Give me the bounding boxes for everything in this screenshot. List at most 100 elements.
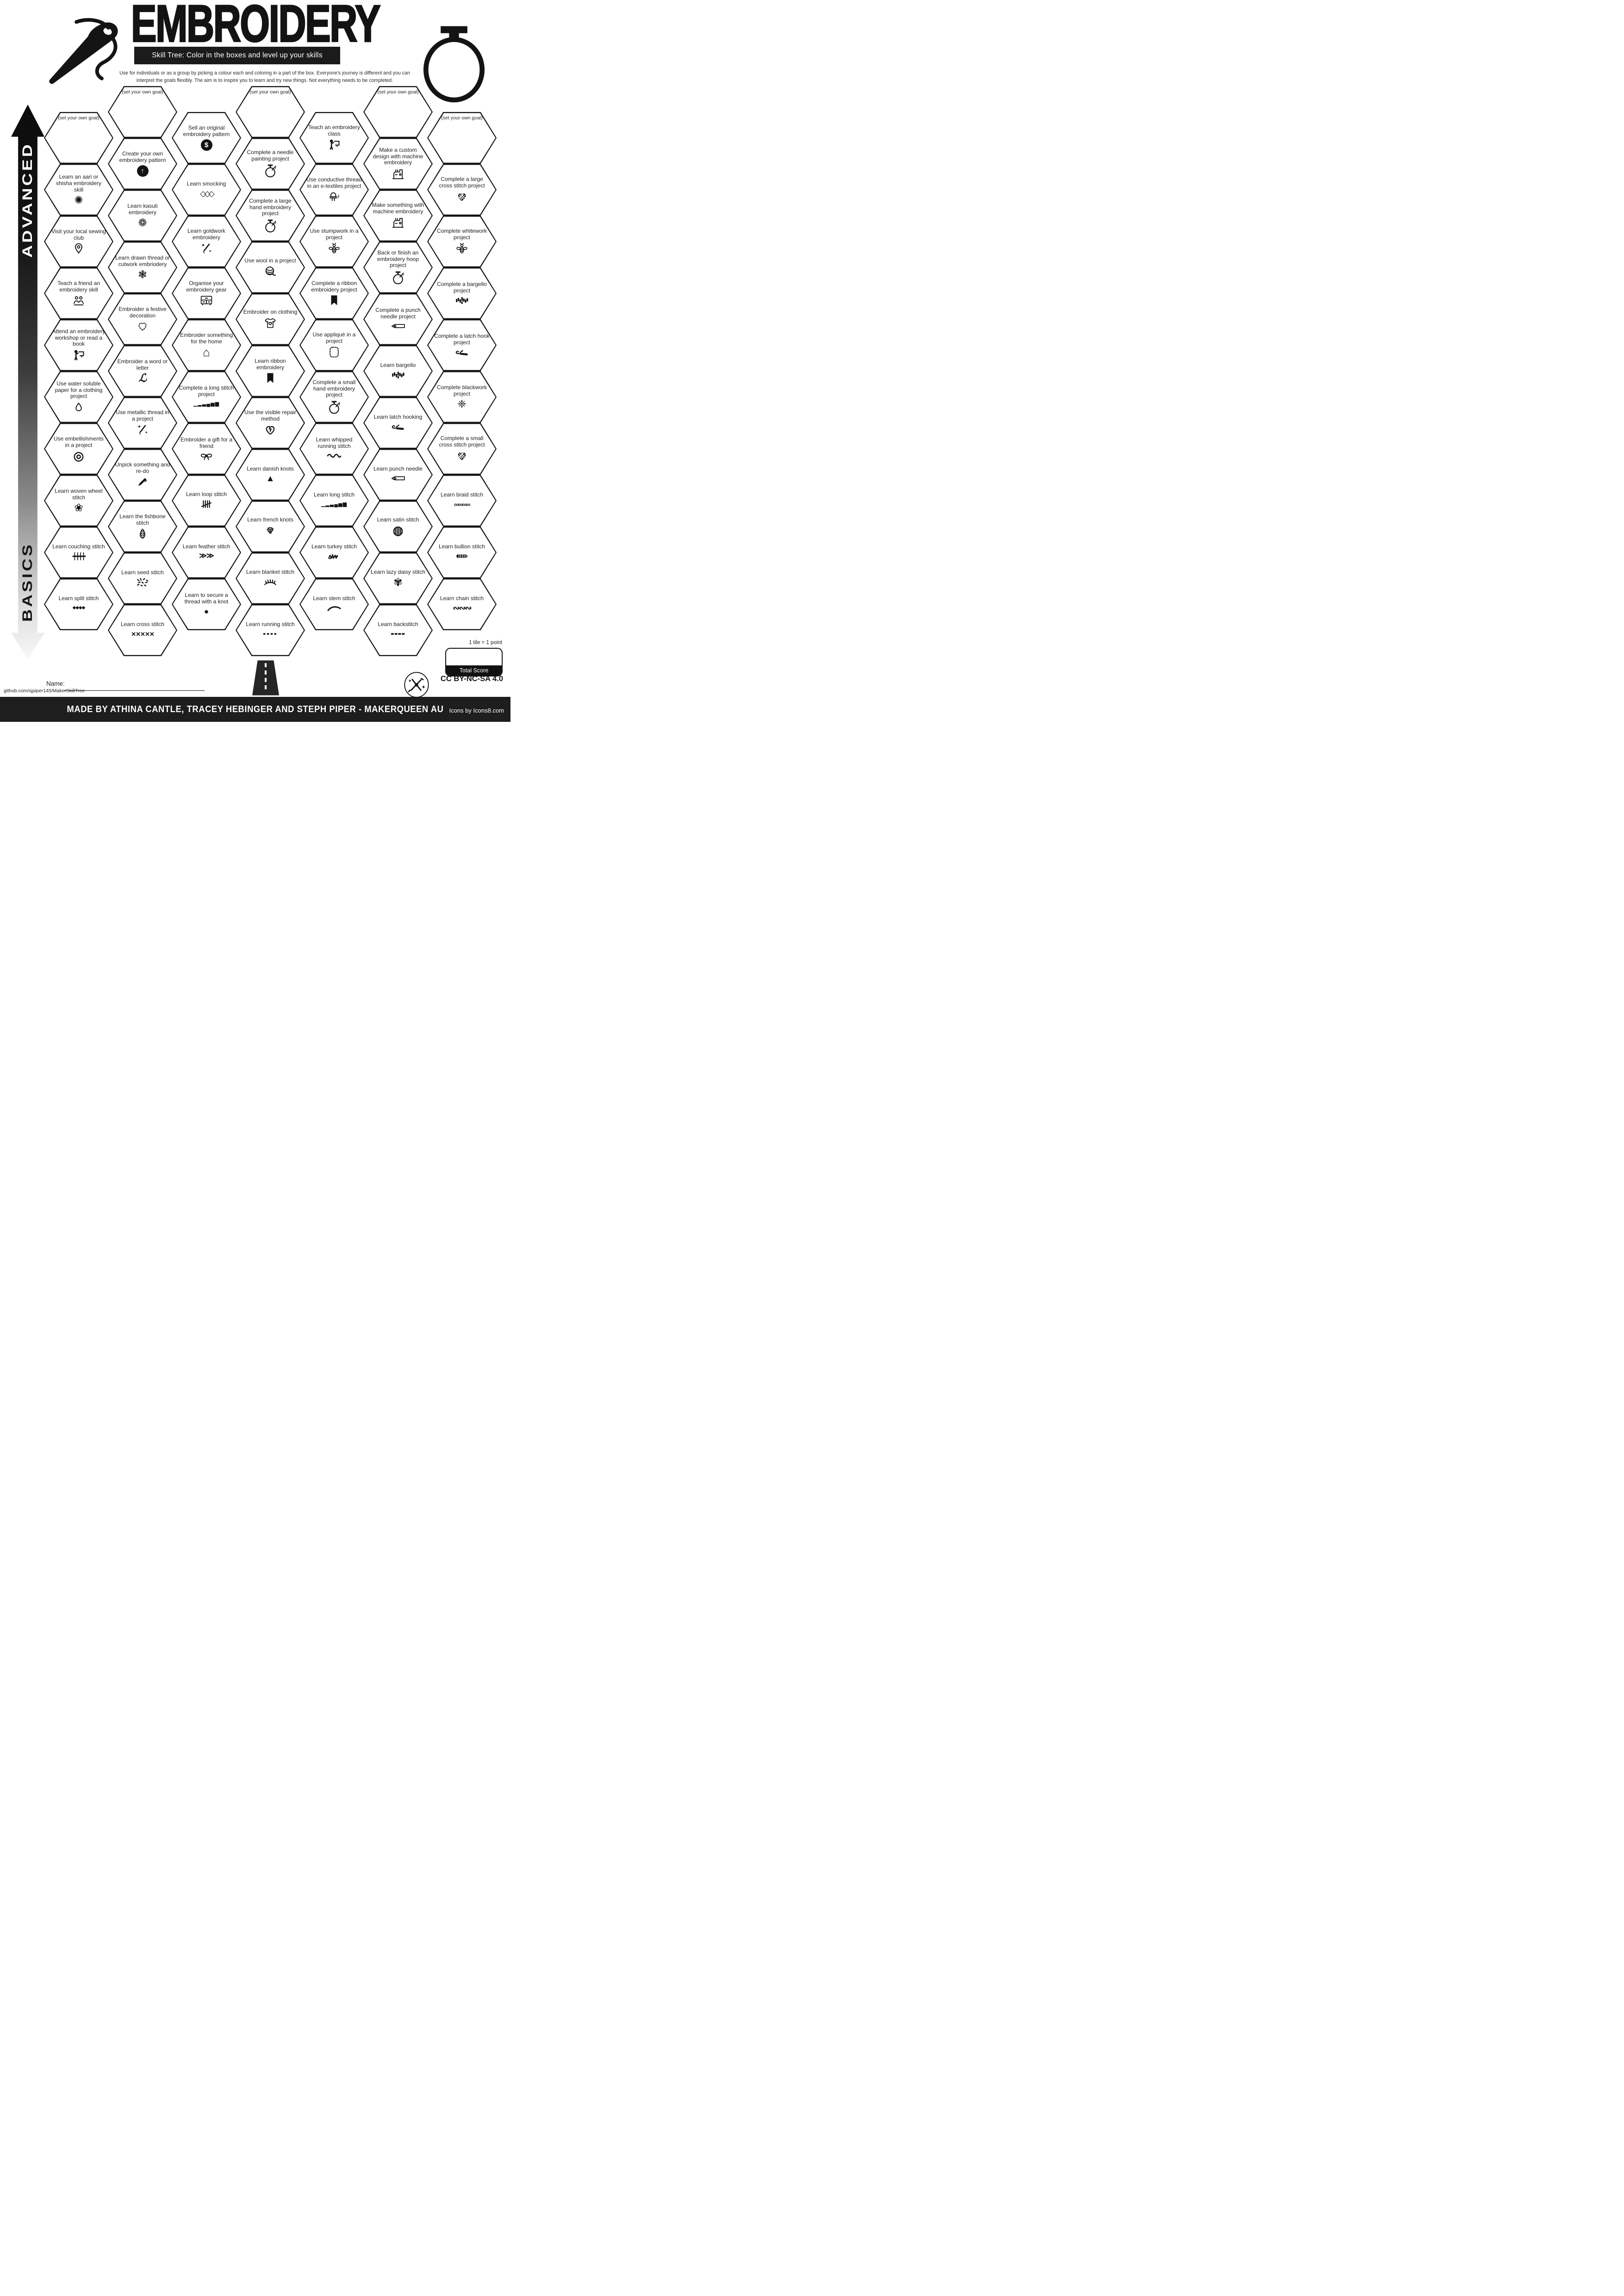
github-link[interactable]: github.com/sjpiper145/MakerSkillTree: [4, 688, 85, 694]
hex-fill: [236, 502, 304, 552]
name-input[interactable]: [64, 681, 205, 691]
hex-label: Learn turkey stitch: [311, 543, 357, 550]
hex-attend-an-embroidery-workshop-or-read-a-book[interactable]: Attend an embroidery workshop or read a …: [44, 319, 113, 371]
hex-learn-lazy-daisy-stitch[interactable]: Learn lazy daisy stitch ✾: [363, 552, 433, 604]
hex-back-or-finish-an-embroidery-hoop-project[interactable]: Back or finish an embroidery hoop projec…: [363, 242, 433, 293]
hex-teach-an-embroidery-class[interactable]: Teach an embroidery class: [299, 112, 369, 164]
hex-complete-a-large-hand-embroidery-project[interactable]: Complete a large hand embroidery project: [236, 190, 305, 242]
hex-learn-kasuti-embroidery[interactable]: Learn kasuti embroidery ❁: [108, 190, 177, 242]
hex-complete-a-small-cross-stitch-project[interactable]: Complete a small cross stitch project: [427, 423, 497, 475]
hex-fill: [236, 450, 304, 500]
hex-use-metallic-thread-in-a-project[interactable]: Use metallic thread in a project: [108, 397, 177, 449]
total-score-box[interactable]: Total Score: [445, 648, 503, 676]
hex-create-your-own-embroidery-pattern[interactable]: Create your own embroidery pattern ↑: [108, 138, 177, 190]
hex-set-your-own-goal[interactable]: (set your own goal): [108, 86, 177, 138]
hex-learn-an-aari-or-shisha-embroidery-skill[interactable]: Learn an aari or shisha embroidery skill…: [44, 164, 113, 216]
hex-learn-drawn-thread-or-cutwork-embriodery[interactable]: Learn drawn thread or cutwork embriodery…: [108, 242, 177, 293]
hex-content: Use water soluble paper for a clothing p…: [44, 371, 113, 423]
hex-learn-bullion-stitch[interactable]: Learn bullion stitch: [427, 527, 497, 578]
hex-learn-turkey-stitch[interactable]: Learn turkey stitch: [299, 527, 369, 578]
hex-complete-a-needle-painting-project[interactable]: Complete a needle painting project: [236, 138, 305, 190]
hex-learn-to-secure-a-thread-with-a-knot[interactable]: Learn to secure a thread with a knot ●: [172, 578, 241, 630]
hex-content: Use conductive thread in an e-textiles p…: [299, 164, 369, 216]
hex-complete-a-small-hand-embroidery-project[interactable]: Complete a small hand embroidery project: [299, 371, 369, 423]
hex-use-embellishments-in-a-project[interactable]: Use embellishments in a project ◎: [44, 423, 113, 475]
hex-fill: [109, 398, 176, 448]
hex-fill: [236, 553, 304, 603]
hex-embroider-a-gift-for-a-friend[interactable]: Embroider a gift for a friend: [172, 423, 241, 475]
hex-learn-bargello[interactable]: Learn bargello: [363, 345, 433, 397]
hex-embroider-something-for-the-home[interactable]: Embroider something for the home ⌂: [172, 319, 241, 371]
hex-learn-backstitch[interactable]: Learn backstitch: [363, 604, 433, 656]
hex-learn-loop-stitch[interactable]: Learn loop stitch: [172, 475, 241, 527]
hex-content: Learn latch hooking: [363, 397, 433, 449]
hex-complete-a-punch-needle-project[interactable]: Complete a punch needle project: [363, 293, 433, 345]
hex-content: Use wool in a project: [236, 242, 305, 293]
chain-loops-icon: ∾∾∾: [453, 603, 472, 613]
name-label: Name:: [46, 680, 65, 687]
hex-learn-couching-stitch[interactable]: Learn couching stitch ┿┿┿┿: [44, 527, 113, 578]
heart-cross-stitch-icon: [455, 449, 468, 462]
hex-complete-a-ribbon-embroidery-project[interactable]: Complete a ribbon embroidery project: [299, 267, 369, 319]
hex-content: Learn drawn thread or cutwork embriodery…: [108, 242, 177, 293]
icons8-credit[interactable]: Icons by Icons8.com: [449, 707, 504, 714]
hex-set-your-own-goal[interactable]: (set your own goal): [236, 86, 305, 138]
hex-learn-running-stitch[interactable]: Learn running stitch: [236, 604, 305, 656]
hex-set-your-own-goal[interactable]: (set your own goal): [363, 86, 433, 138]
hex-learn-satin-stitch[interactable]: Learn satin stitch ◍: [363, 501, 433, 552]
hex-learn-stem-stitch[interactable]: Learn stem stitch: [299, 578, 369, 630]
hex-label: Use wool in a project: [244, 257, 296, 264]
hex-unpick-something-and-re-do[interactable]: Unpick something and re-do: [108, 449, 177, 501]
hex-teach-a-friend-an-embroidery-skill[interactable]: Teach a friend an embroidery skill: [44, 267, 113, 319]
hex-learn-whipped-running-stitch[interactable]: Learn whipped running stitch: [299, 423, 369, 475]
hex-use-wool-in-a-project[interactable]: Use wool in a project: [236, 242, 305, 293]
hex-label: Embroider a word or letter: [117, 358, 168, 371]
sewing-machine-icon: [391, 216, 405, 229]
hex-learn-smocking[interactable]: Learn smocking ◇◇◇: [172, 164, 241, 216]
hex-learn-woven-wheel-stitch[interactable]: Learn woven wheel stitch ❀: [44, 475, 113, 527]
hex-learn-goldwork-embroidery[interactable]: Learn goldwork embroidery: [172, 216, 241, 267]
hex-complete-a-latch-hook-project[interactable]: Complete a latch hook project: [427, 319, 497, 371]
hex-fill: [173, 268, 240, 318]
hex-make-something-with-machine-embroidery[interactable]: Make something with machine embroidery: [363, 190, 433, 242]
hex-visit-your-local-sewing-club[interactable]: Visit your local sewing club: [44, 216, 113, 267]
hex-complete-blackwork-project[interactable]: Complete blackwork project ❈: [427, 371, 497, 423]
hex-complete-a-long-stitch-project[interactable]: Complete a long stitch project ▁▂▃▄▅▆: [172, 371, 241, 423]
hex-set-your-own-goal[interactable]: (set your own goal): [44, 112, 113, 164]
hex-learn-danish-knots[interactable]: Learn danish knots ▲: [236, 449, 305, 501]
hex-complete-a-bargello-project[interactable]: Complete a bargello project: [427, 267, 497, 319]
hex-learn-french-knots[interactable]: Learn french knots: [236, 501, 305, 552]
hex-learn-feather-stitch[interactable]: Learn feather stitch ≫≫: [172, 527, 241, 578]
hex-label: Back or finish an embroidery hoop projec…: [377, 249, 419, 269]
hex-complete-a-large-cross-stitch-project[interactable]: Complete a large cross stitch project: [427, 164, 497, 216]
hex-sell-an-original-embroidery-pattern[interactable]: Sell an original embroidery pattern $: [172, 112, 241, 164]
hex-use-appliqu-in-a-project[interactable]: Use appliqué in a project: [299, 319, 369, 371]
hex-learn-blanket-stitch[interactable]: Learn blanket stitch: [236, 552, 305, 604]
hex-make-a-custom-design-with-machine-embroidery[interactable]: Make a custom design with machine embroi…: [363, 138, 433, 190]
hex-use-stumpwork-in-a-project[interactable]: Use stumpwork in a project: [299, 216, 369, 267]
hex-fill: [45, 424, 112, 474]
hex-learn-long-stitch[interactable]: Learn long stitch ▁▂▃▄▅▆: [299, 475, 369, 527]
hex-use-the-visible-repair-method[interactable]: Use the visible repair method: [236, 397, 305, 449]
hex-set-your-own-goal[interactable]: (set your own goal): [427, 112, 497, 164]
hex-use-water-soluble-paper-for-a-clothing-project[interactable]: Use water soluble paper for a clothing p…: [44, 371, 113, 423]
hex-learn-cross-stitch[interactable]: Learn cross stitch ✕✕✕✕✕: [108, 604, 177, 656]
hex-complete-whitework-project[interactable]: Complete whitework project: [427, 216, 497, 267]
hex-label: Use water soluble paper for a clothing p…: [55, 380, 103, 400]
footer-bar: [0, 697, 510, 722]
hex-organise-your-embroidery-gear[interactable]: Organise your embroidery gear: [172, 267, 241, 319]
hex-learn-latch-hooking[interactable]: Learn latch hooking: [363, 397, 433, 449]
hex-embroider-on-clothing[interactable]: Embroider on clothing: [236, 293, 305, 345]
hex-learn-ribbon-embroidery[interactable]: Learn ribbon embroidery: [236, 345, 305, 397]
hex-use-conductive-thread-in-an-e-textiles-project[interactable]: Use conductive thread in an e-textiles p…: [299, 164, 369, 216]
sparkle-needle-icon: [200, 242, 213, 255]
hex-label: Learn smocking: [187, 180, 226, 187]
hex-learn-braid-stitch[interactable]: Learn braid stitch ∞∞∞∞: [427, 475, 497, 527]
hex-learn-the-fishbone-stitch[interactable]: Learn the fishbone stitch: [108, 501, 177, 552]
hex-embroider-a-festive-decoration[interactable]: Embroider a festive decoration: [108, 293, 177, 345]
hex-learn-chain-stitch[interactable]: Learn chain stitch ∾∾∾: [427, 578, 497, 630]
hex-embroider-a-word-or-letter[interactable]: Embroider a word or letter ℒ: [108, 345, 177, 397]
hex-learn-seed-stitch[interactable]: Learn seed stitch: [108, 552, 177, 604]
hex-learn-split-stitch[interactable]: Learn split stitch ◆◆◆◆: [44, 578, 113, 630]
hex-learn-punch-needle[interactable]: Learn punch needle: [363, 449, 433, 501]
